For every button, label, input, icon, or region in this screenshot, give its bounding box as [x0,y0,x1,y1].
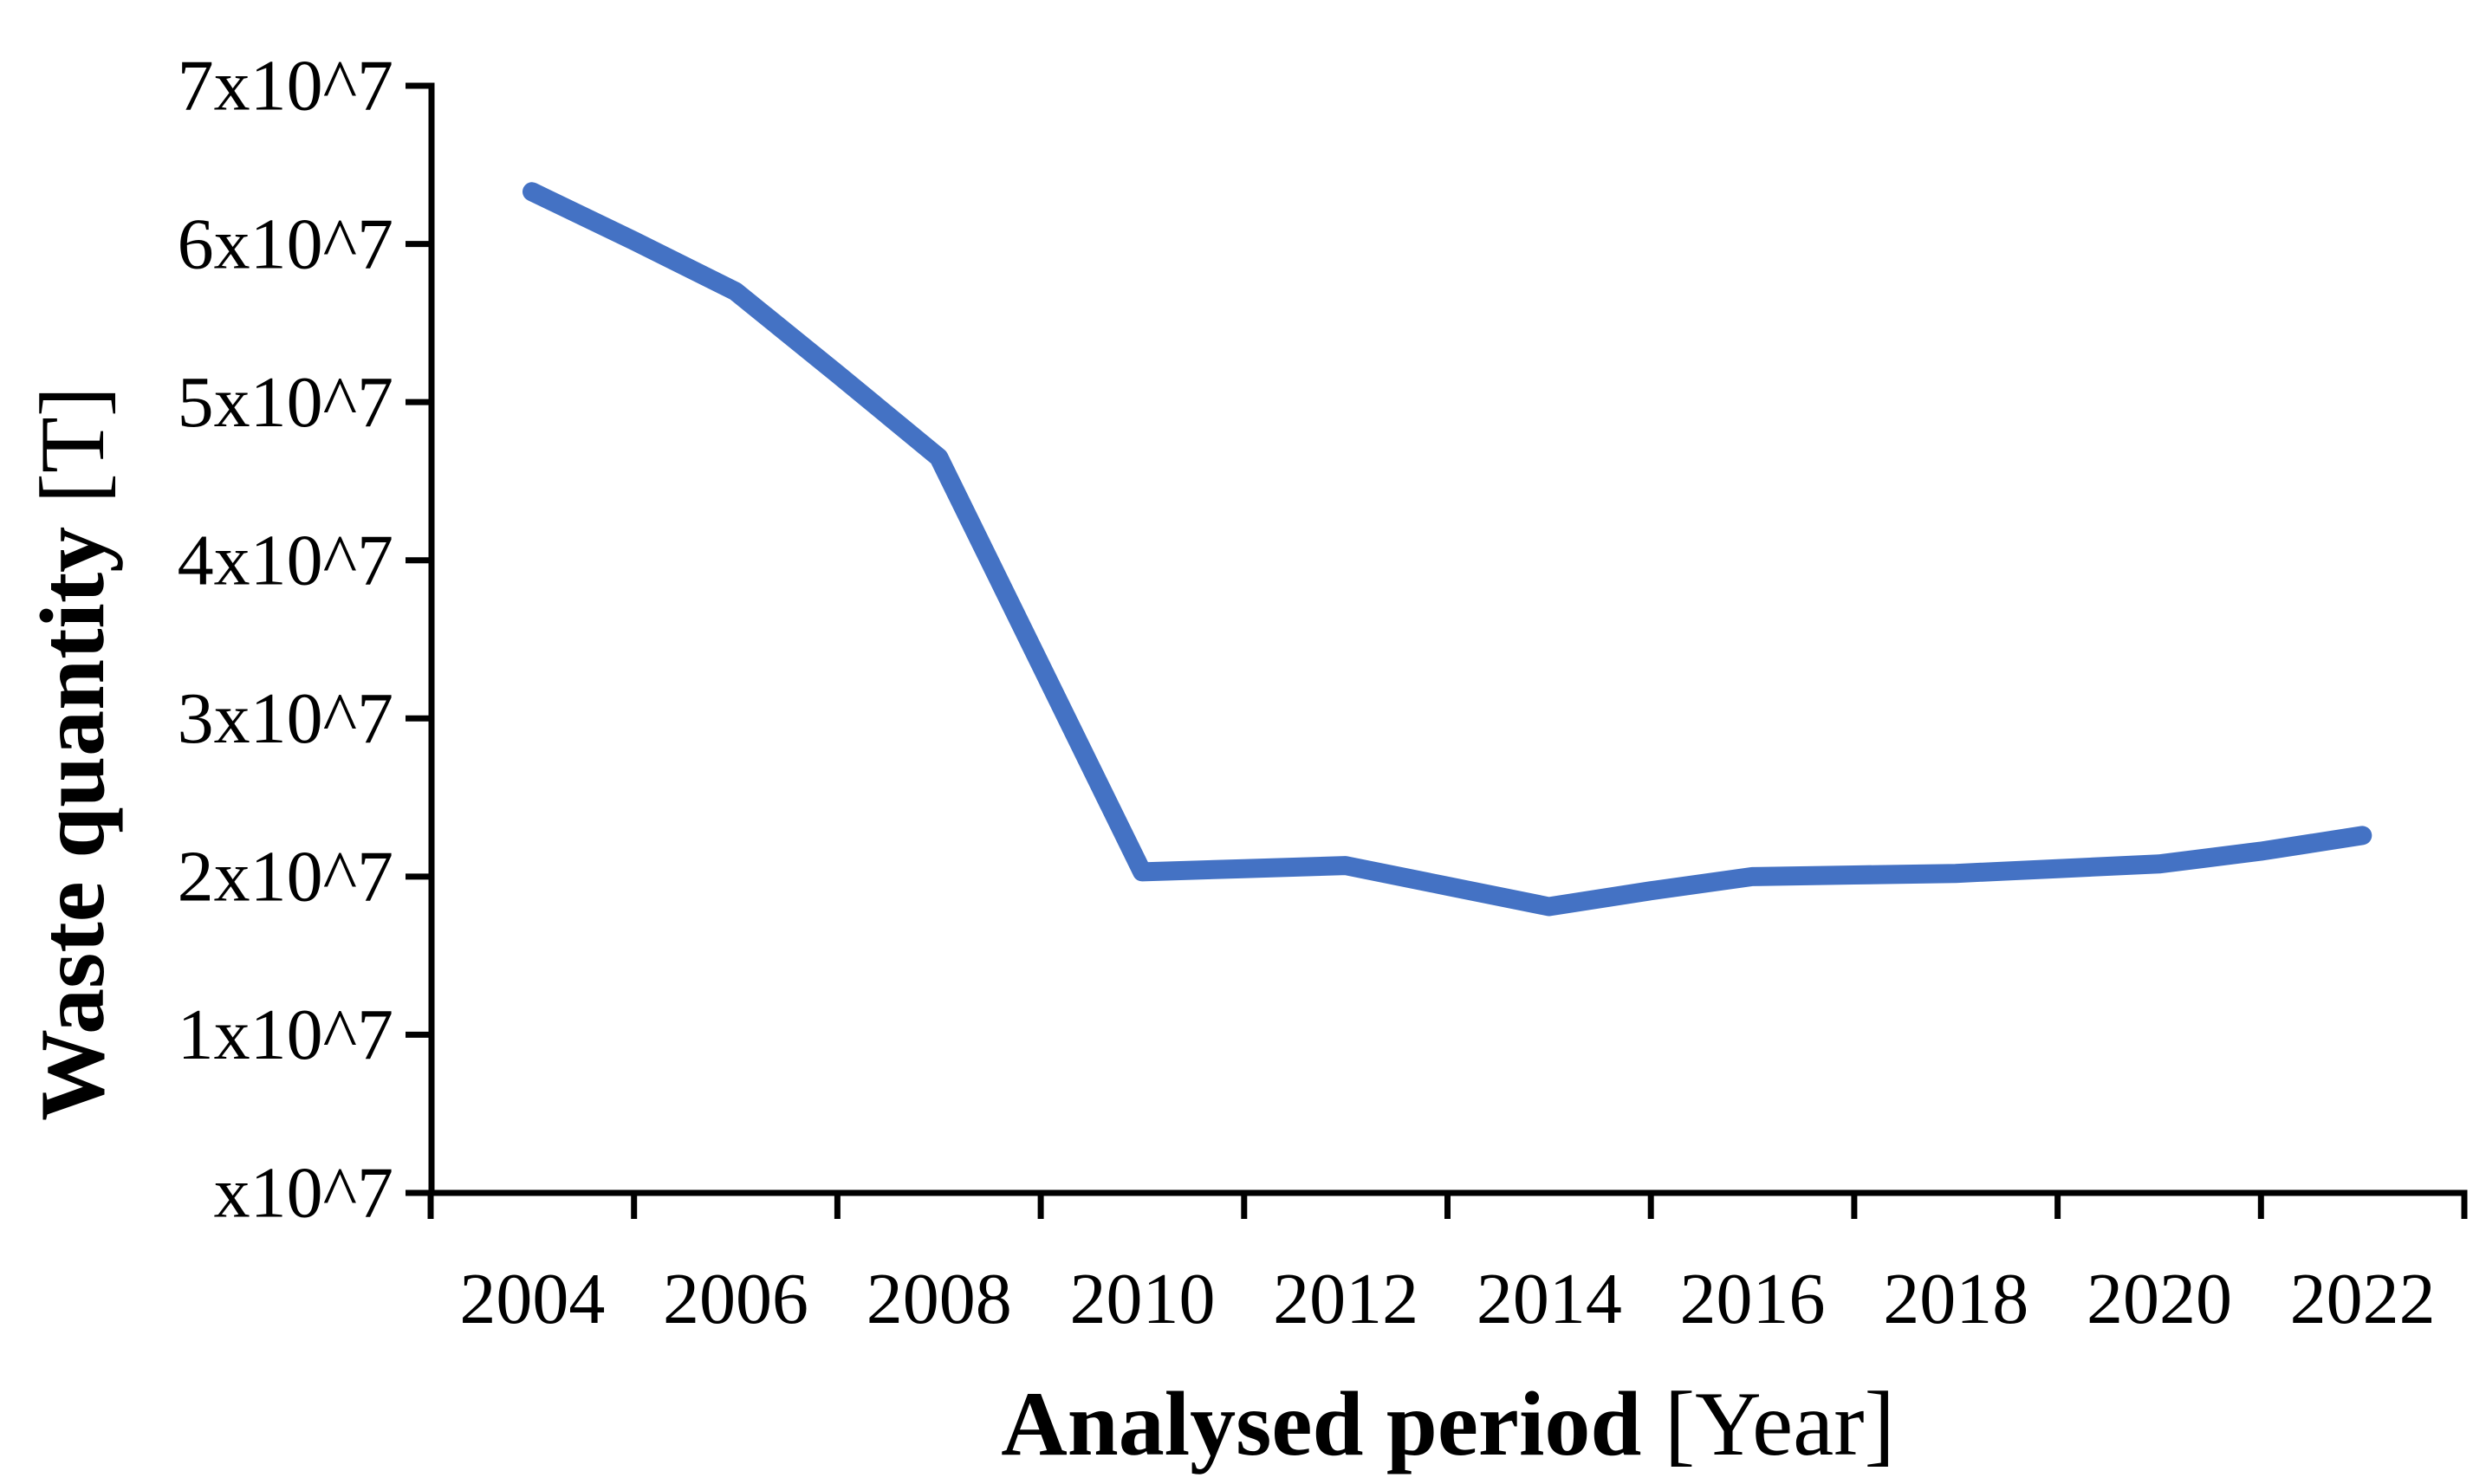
x-tick-label: 2008 [867,1259,1012,1339]
x-tick-label: 2006 [663,1259,808,1339]
x-tick-label: 2016 [1680,1259,1826,1339]
x-tick-label: 2018 [1883,1259,2028,1339]
y-tick-label: 3x10^7 [178,678,393,759]
x-axis-title-unit: [Year] [1664,1373,1895,1474]
x-tick-label: 2022 [2290,1259,2436,1339]
waste-quantity-data-line [523,182,2372,917]
x-tick-label: 2010 [1069,1259,1215,1339]
x-tick-label: 2014 [1477,1259,1622,1339]
x-tick-label: 2012 [1273,1259,1418,1339]
x-tick-label: 2020 [2087,1259,2232,1339]
y-axis-title-unit: [T] [22,386,123,504]
y-tick-label: x10^7 [214,1153,393,1234]
y-axis-title: Waste quantity [T] [22,230,123,1278]
x-axis-title-text: Analysed period [1001,1373,1642,1474]
y-tick-label: 1x10^7 [178,995,393,1075]
y-tick-label: 2x10^7 [178,837,393,917]
x-axis-title: Analysed period [Year] [432,1376,2464,1473]
x-tick-label: 2004 [459,1259,605,1339]
y-tick-label: 5x10^7 [178,362,393,443]
y-tick-label: 6x10^7 [178,204,393,284]
y-tick-label: 7x10^7 [178,46,393,126]
y-tick-label: 4x10^7 [178,520,393,600]
y-axis-title-text: Waste quantity [22,526,123,1122]
